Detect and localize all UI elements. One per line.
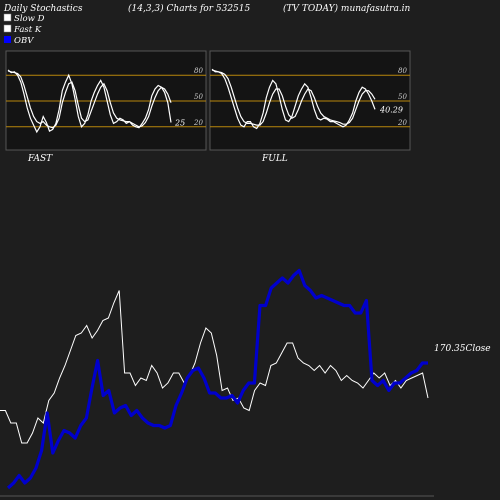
price-obv-chart: 170.35Close xyxy=(0,268,491,497)
fast-level-50-label: 50 xyxy=(194,93,203,101)
full-level-20-label: 20 xyxy=(397,119,407,127)
close-price-line xyxy=(0,290,429,444)
obv-line xyxy=(6,268,428,490)
fast-level-20-label: 20 xyxy=(193,119,203,127)
legend-swatch-obv xyxy=(4,36,11,43)
fast-last-value: 25 xyxy=(174,119,185,128)
legend-label-obv: OBV xyxy=(14,36,34,46)
full-level-80-label: 80 xyxy=(398,67,407,75)
full-stochastic-panel: 80 50 20 40.29 FULL xyxy=(209,50,411,164)
fast-slow-d-line xyxy=(7,70,172,129)
legend: Slow D Fast K OBV xyxy=(3,13,45,46)
full-level-50-label: 50 xyxy=(398,93,407,101)
fast-stochastic-panel: 80 50 20 25 FAST xyxy=(5,50,207,164)
header-source: (TV TODAY) munafasutra.in xyxy=(283,3,411,14)
legend-label-fast-k: Fast K xyxy=(13,25,42,35)
legend-swatch-fast-k xyxy=(3,24,12,33)
full-fast-k-line xyxy=(211,68,376,130)
legend-swatch-slow-d xyxy=(3,13,12,22)
fast-level-80-label: 80 xyxy=(194,67,203,75)
fast-panel-title: FAST xyxy=(27,154,53,164)
close-price-label: 170.35Close xyxy=(434,344,491,354)
legend-label-slow-d: Slow D xyxy=(14,14,45,24)
fast-fast-k-line xyxy=(7,69,172,134)
full-last-value: 40.29 xyxy=(379,105,403,114)
header-title: Daily Stochastics xyxy=(3,4,83,14)
header-params: (14,3,3) Charts for 532515 xyxy=(128,3,250,14)
full-panel-title: FULL xyxy=(261,154,288,164)
